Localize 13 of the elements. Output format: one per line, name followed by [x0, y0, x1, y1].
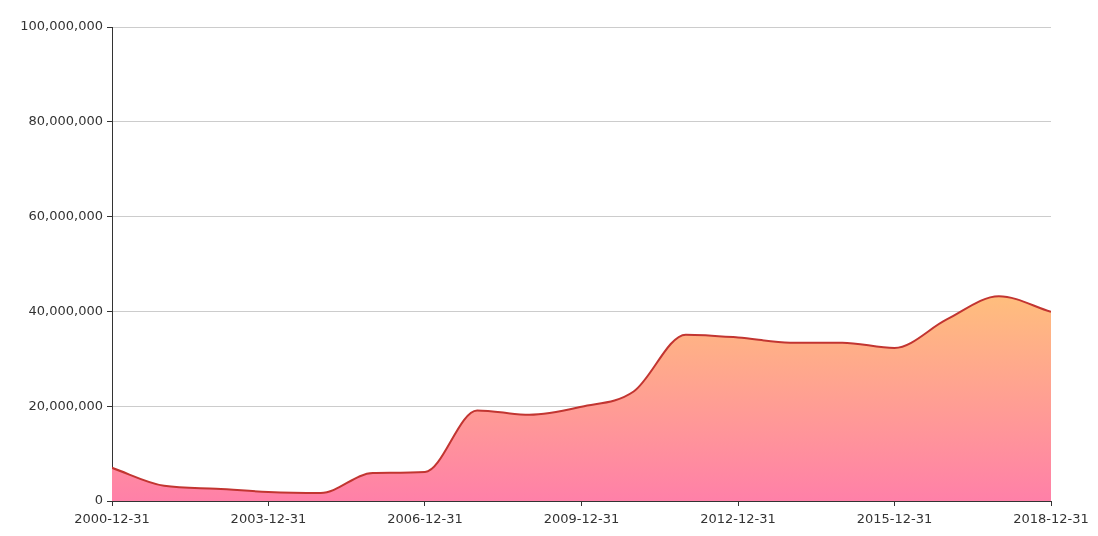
x-tick-label: 2009-12-31 — [543, 511, 620, 527]
x-tick-label: 2003-12-31 — [230, 511, 307, 527]
y-tick-label: 80,000,000 — [28, 113, 103, 129]
y-tick-label: 60,000,000 — [28, 207, 103, 223]
x-tick-label: 2015-12-31 — [856, 511, 933, 527]
x-tick-label: 2000-12-31 — [74, 511, 150, 527]
x-tick-label: 2006-12-31 — [387, 511, 463, 527]
x-tick-label: 2018-12-31 — [1013, 511, 1089, 527]
y-tick-label: 40,000,000 — [28, 302, 103, 318]
y-tick-label: 0 — [94, 492, 103, 508]
y-tick-label: 100,000,000 — [20, 18, 103, 34]
x-tick-label: 2012-12-31 — [700, 511, 776, 527]
y-tick-label: 20,000,000 — [28, 397, 103, 413]
